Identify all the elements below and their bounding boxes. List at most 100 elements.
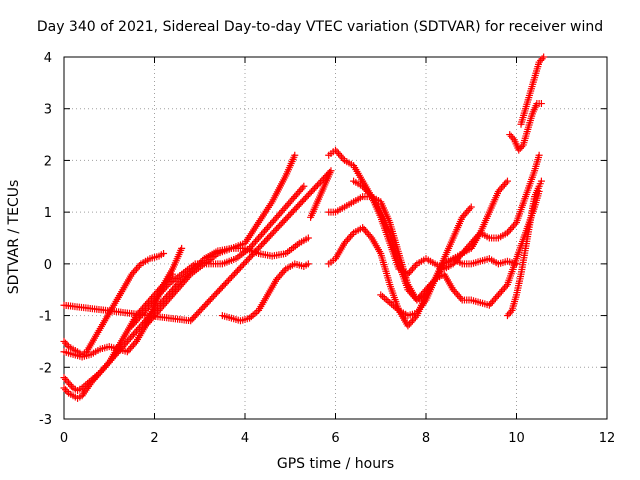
- data-point-fill: [63, 377, 71, 385]
- data-point: [187, 317, 195, 325]
- data-point-fill: [466, 205, 474, 213]
- data-point-fill: [384, 297, 392, 305]
- data-point-fill: [143, 305, 151, 313]
- series-12: [503, 177, 545, 320]
- data-point-fill: [277, 270, 285, 278]
- data-point-fill: [414, 294, 422, 302]
- data-point-fill: [249, 241, 257, 249]
- data-point: [332, 146, 339, 154]
- data-point-fill: [114, 348, 122, 356]
- data-point-fill: [155, 306, 163, 314]
- data-point-fill: [304, 191, 312, 199]
- data-point-fill: [243, 257, 251, 265]
- data-point-fill: [335, 150, 343, 158]
- data-point: [60, 374, 68, 382]
- data-point-fill: [407, 267, 415, 275]
- data-point-fill: [286, 210, 294, 218]
- data-point-fill: [253, 236, 261, 244]
- data-point-fill: [276, 272, 284, 280]
- data-point-fill: [419, 289, 427, 297]
- data-point-fill: [338, 153, 346, 161]
- data-point-fill: [250, 239, 258, 247]
- x-tick-label: 12: [599, 431, 616, 446]
- chart-title: Day 340 of 2021, Sidereal Day-to-day VTE…: [36, 19, 604, 35]
- data-point-fill: [104, 360, 112, 368]
- data-point-fill: [262, 236, 270, 244]
- data-point-fill: [265, 222, 273, 230]
- data-point-fill: [366, 232, 374, 240]
- data-point-fill: [410, 315, 418, 323]
- data-point-fill: [129, 331, 137, 339]
- data-point: [494, 187, 502, 195]
- data-point-fill: [277, 208, 285, 216]
- data-point-fill: [135, 324, 143, 332]
- data-point-fill: [241, 259, 249, 267]
- data-point-fill: [457, 294, 465, 302]
- data-point-fill: [132, 265, 140, 273]
- data-point-fill: [163, 282, 171, 290]
- data-point-fill: [62, 375, 70, 383]
- data-point-fill: [129, 268, 137, 276]
- data-point-fill: [345, 234, 353, 242]
- data-point-fill: [221, 280, 229, 288]
- data-point-fill: [268, 230, 276, 238]
- data-point-fill: [131, 329, 139, 337]
- data-point-fill: [259, 229, 267, 237]
- data-point: [273, 275, 281, 283]
- data-point: [506, 131, 514, 139]
- data-point-fill: [297, 186, 305, 194]
- data-point-fill: [408, 291, 416, 299]
- data-point-fill: [144, 318, 152, 326]
- data-point-fill: [360, 184, 368, 192]
- data-point: [273, 213, 281, 221]
- y-tick-label: -1: [39, 310, 52, 325]
- data-point-fill: [344, 236, 352, 244]
- data-point: [540, 53, 548, 61]
- data-point-fill: [408, 265, 416, 273]
- data-point-fill: [163, 298, 171, 306]
- data-point-fill: [309, 186, 317, 194]
- data-point-fill: [108, 355, 116, 363]
- data-point-fill: [291, 205, 299, 213]
- data-point-fill: [258, 241, 266, 249]
- data-point-fill: [405, 268, 413, 276]
- data-point-fill: [249, 311, 257, 319]
- data-point-fill: [193, 310, 201, 318]
- data-point-fill: [111, 351, 119, 359]
- data-point-fill: [360, 225, 368, 233]
- data-point: [132, 327, 140, 335]
- data-point-fill: [411, 262, 419, 270]
- data-point-fill: [188, 315, 196, 323]
- data-point-fill: [126, 334, 134, 342]
- y-tick-label: -3: [39, 413, 52, 428]
- x-tick-label: 6: [331, 431, 339, 446]
- data-point-fill: [68, 382, 76, 390]
- data-point-fill: [295, 201, 303, 209]
- data-point-fill: [537, 56, 545, 64]
- data-point-fill: [63, 387, 71, 395]
- data-point: [128, 322, 136, 330]
- data-point: [537, 100, 545, 108]
- data-point-fill: [455, 293, 463, 301]
- data-point-fill: [196, 307, 204, 315]
- data-point-fill: [497, 287, 505, 295]
- data-point: [255, 234, 263, 242]
- data-point-fill: [167, 272, 175, 280]
- data-point-fill: [252, 247, 260, 255]
- data-point-fill: [223, 278, 231, 286]
- x-tick-label: 0: [60, 431, 68, 446]
- data-point-fill: [199, 304, 207, 312]
- series-6: [218, 260, 312, 325]
- data-point-fill: [276, 222, 284, 230]
- data-point-fill: [232, 268, 240, 276]
- data-point-fill: [161, 300, 169, 308]
- data-point-fill: [256, 243, 264, 251]
- data-point: [359, 224, 367, 232]
- data-point: [146, 301, 154, 309]
- data-point-fill: [218, 283, 226, 291]
- data-point: [155, 291, 163, 299]
- data-point-fill: [283, 214, 291, 222]
- data-point-fill: [310, 185, 318, 193]
- data-point-fill: [493, 293, 501, 301]
- data-point-fill: [107, 356, 115, 364]
